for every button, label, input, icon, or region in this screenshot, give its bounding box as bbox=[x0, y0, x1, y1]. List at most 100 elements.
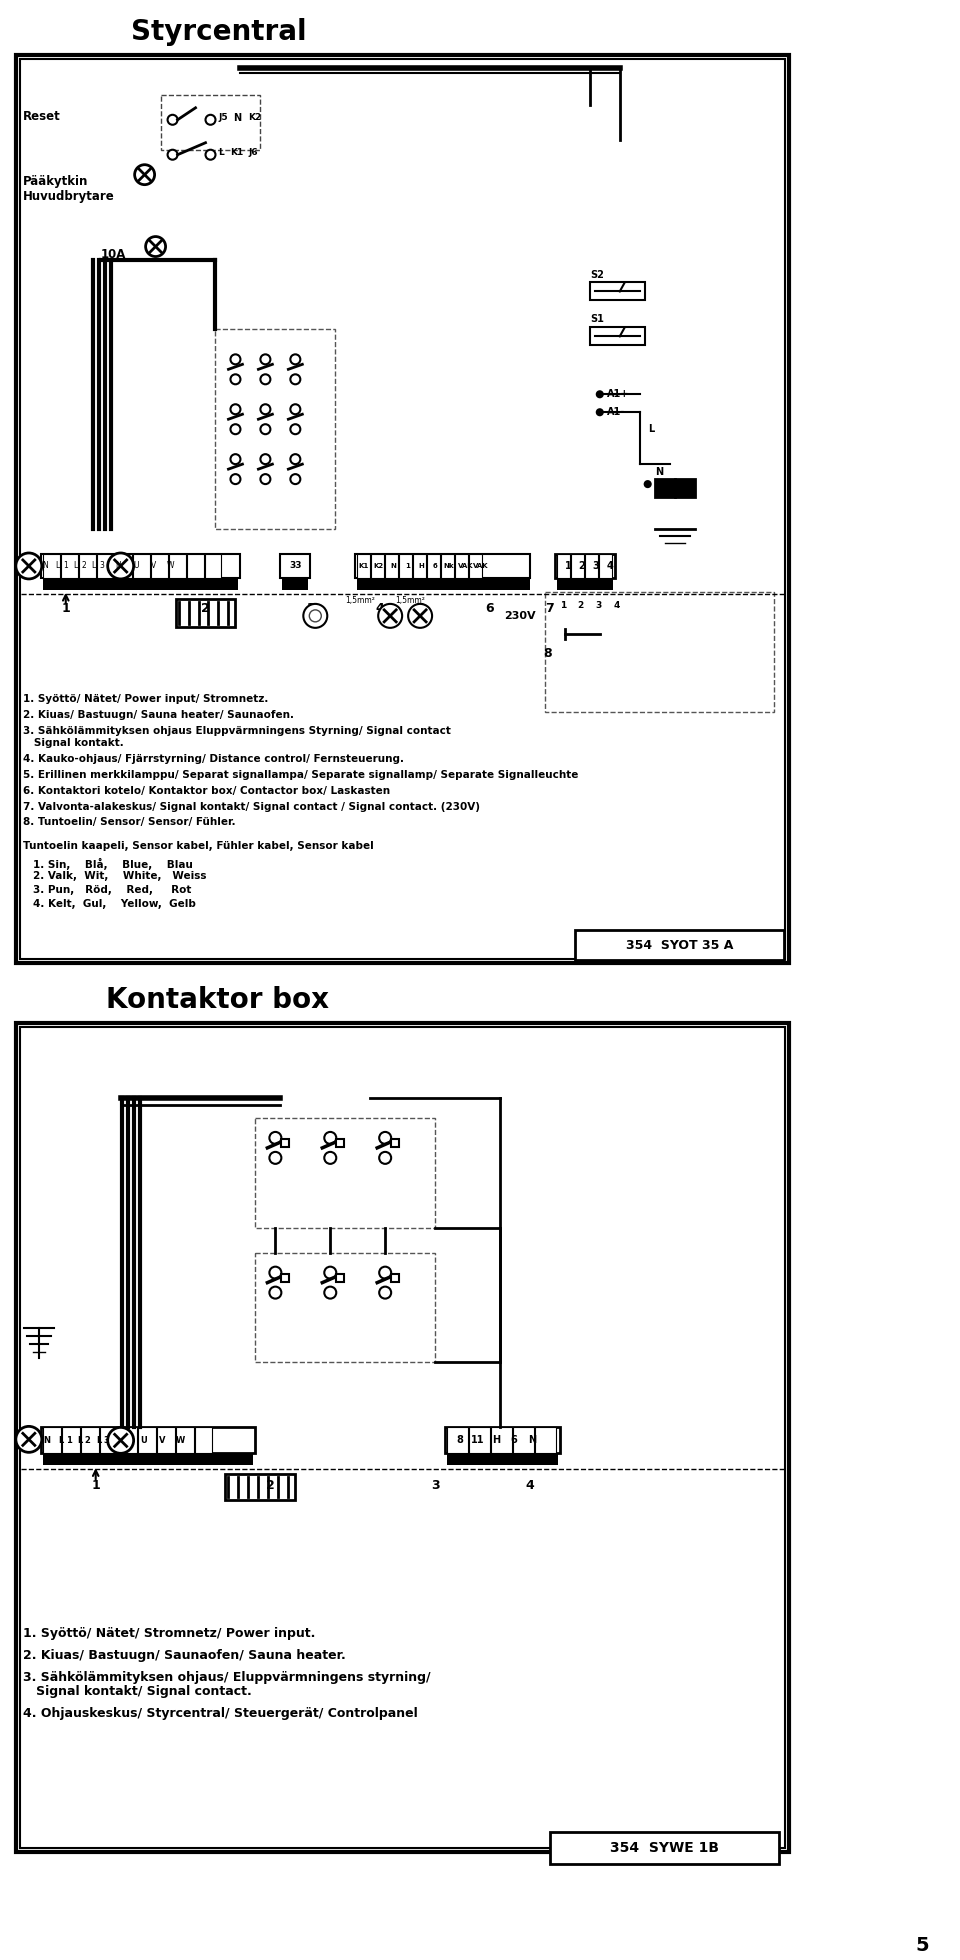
Bar bbox=[589, 282, 645, 300]
Bar bbox=[513, 1427, 534, 1452]
Circle shape bbox=[108, 1427, 133, 1452]
Bar bbox=[176, 600, 235, 627]
Text: H: H bbox=[419, 563, 424, 568]
Circle shape bbox=[230, 474, 240, 484]
Text: 1: 1 bbox=[91, 1478, 100, 1492]
Text: L: L bbox=[219, 149, 225, 157]
Bar bbox=[151, 555, 168, 578]
Bar bbox=[215, 329, 335, 529]
Bar bbox=[43, 1452, 253, 1466]
Bar bbox=[357, 578, 530, 590]
Bar bbox=[491, 1427, 512, 1452]
Text: U: U bbox=[140, 1437, 147, 1445]
Bar bbox=[119, 1427, 136, 1452]
Text: N: N bbox=[42, 561, 48, 570]
Text: 2: 2 bbox=[578, 602, 584, 610]
Circle shape bbox=[134, 165, 155, 184]
Text: 7: 7 bbox=[545, 602, 554, 615]
Bar bbox=[557, 578, 612, 590]
Circle shape bbox=[230, 423, 240, 435]
Text: 4: 4 bbox=[613, 602, 620, 610]
Text: L: L bbox=[77, 1437, 83, 1445]
Circle shape bbox=[146, 237, 165, 257]
Text: Signal kontakt.: Signal kontakt. bbox=[23, 737, 124, 747]
Bar bbox=[176, 1427, 194, 1452]
Circle shape bbox=[379, 1266, 391, 1278]
Circle shape bbox=[324, 1266, 336, 1278]
Bar bbox=[535, 1427, 556, 1452]
Circle shape bbox=[230, 355, 240, 365]
Text: 2: 2 bbox=[84, 1437, 90, 1445]
Bar bbox=[100, 1427, 118, 1452]
Text: 4. Kauko-ohjaus/ Fjärrstyrning/ Distance control/ Fernsteuerung.: 4. Kauko-ohjaus/ Fjärrstyrning/ Distance… bbox=[23, 753, 404, 764]
Bar bbox=[169, 555, 185, 578]
Text: 8: 8 bbox=[457, 1435, 464, 1445]
Circle shape bbox=[16, 1427, 42, 1452]
Text: 10A: 10A bbox=[101, 247, 126, 261]
Text: L: L bbox=[648, 423, 654, 435]
Bar bbox=[399, 555, 412, 578]
Bar bbox=[385, 555, 398, 578]
Circle shape bbox=[379, 1152, 391, 1164]
Bar bbox=[469, 555, 482, 578]
Bar bbox=[336, 1139, 345, 1147]
Text: 1,5mm²: 1,5mm² bbox=[346, 596, 375, 606]
Text: 7. Valvonta-alakeskus/ Signal kontakt/ Signal contact / Signal contact. (230V): 7. Valvonta-alakeskus/ Signal kontakt/ S… bbox=[23, 802, 480, 811]
Text: 3: 3 bbox=[431, 1478, 440, 1492]
Bar bbox=[137, 1427, 156, 1452]
Circle shape bbox=[290, 455, 300, 465]
Text: L: L bbox=[96, 1437, 102, 1445]
Text: N: N bbox=[122, 1437, 130, 1445]
Text: A1-: A1- bbox=[607, 408, 625, 417]
Text: 3: 3 bbox=[595, 602, 602, 610]
Bar bbox=[156, 1427, 175, 1452]
Bar bbox=[61, 1427, 80, 1452]
Bar bbox=[43, 555, 60, 578]
Bar bbox=[469, 1427, 490, 1452]
Text: 1. Syöttö/ Nätet/ Stromnetz/ Power input.: 1. Syöttö/ Nätet/ Stromnetz/ Power input… bbox=[23, 1627, 315, 1641]
Text: 6: 6 bbox=[433, 563, 438, 568]
Text: 5: 5 bbox=[416, 602, 424, 615]
Text: 33: 33 bbox=[289, 561, 301, 570]
Text: L: L bbox=[56, 561, 60, 570]
Circle shape bbox=[16, 553, 42, 578]
Bar bbox=[195, 1427, 212, 1452]
Text: VAK: VAK bbox=[458, 563, 474, 568]
Circle shape bbox=[324, 1152, 336, 1164]
Text: Tuntoelin kaapeli, Sensor kabel, Fühler kabel, Sensor kabel: Tuntoelin kaapeli, Sensor kabel, Fühler … bbox=[23, 841, 373, 851]
Text: L: L bbox=[74, 561, 78, 570]
Text: U: U bbox=[132, 561, 138, 570]
Circle shape bbox=[108, 553, 133, 578]
Text: 3: 3 bbox=[592, 561, 599, 570]
Text: 1,5mm²: 1,5mm² bbox=[396, 596, 425, 606]
Circle shape bbox=[168, 149, 178, 159]
Text: 1. Sin,    Blå,    Blue,    Blau: 1. Sin, Blå, Blue, Blau bbox=[33, 857, 193, 870]
Bar bbox=[60, 555, 78, 578]
Text: 3: 3 bbox=[306, 602, 315, 615]
Circle shape bbox=[260, 355, 271, 365]
Bar bbox=[357, 555, 371, 578]
Bar bbox=[575, 931, 784, 960]
Text: 11: 11 bbox=[471, 1435, 485, 1445]
Text: 6: 6 bbox=[511, 1435, 517, 1445]
Bar bbox=[555, 555, 614, 578]
Bar bbox=[41, 555, 240, 578]
Text: N: N bbox=[655, 466, 662, 476]
Circle shape bbox=[408, 604, 432, 627]
Bar bbox=[447, 1427, 468, 1452]
Text: N: N bbox=[528, 1435, 536, 1445]
Circle shape bbox=[378, 604, 402, 627]
Text: W: W bbox=[167, 561, 175, 570]
Circle shape bbox=[260, 455, 271, 465]
Bar bbox=[557, 555, 570, 578]
Text: 8. Tuntoelin/ Sensor/ Sensor/ Fühler.: 8. Tuntoelin/ Sensor/ Sensor/ Fühler. bbox=[23, 817, 235, 827]
Text: 1: 1 bbox=[66, 1437, 72, 1445]
Bar bbox=[20, 1027, 785, 1848]
Circle shape bbox=[168, 116, 178, 125]
Text: W: W bbox=[176, 1437, 185, 1445]
Text: K2: K2 bbox=[373, 563, 383, 568]
Circle shape bbox=[645, 480, 651, 488]
Circle shape bbox=[260, 474, 271, 484]
Circle shape bbox=[290, 374, 300, 384]
Text: Signal kontakt/ Signal contact.: Signal kontakt/ Signal contact. bbox=[23, 1686, 252, 1697]
